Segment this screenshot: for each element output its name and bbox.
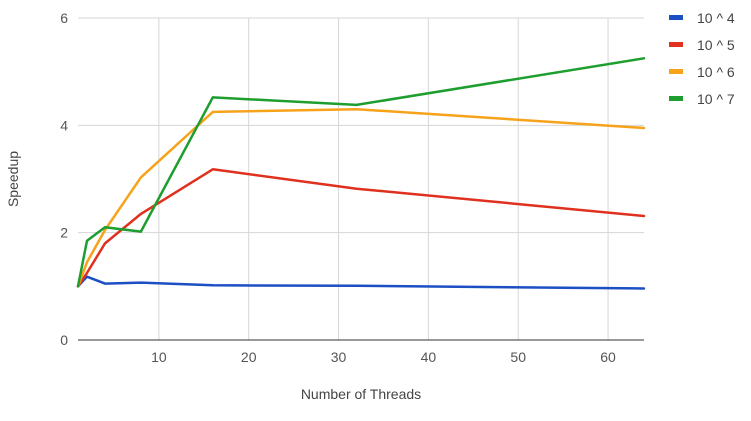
legend-swatch — [669, 42, 683, 47]
grid-layer — [78, 17, 644, 340]
x-tick-label: 20 — [241, 349, 257, 365]
legend-label: 10 ^ 4 — [697, 10, 735, 26]
y-tick-label: 6 — [60, 10, 68, 26]
y-tick-label: 2 — [60, 225, 68, 241]
x-axis-title: Number of Threads — [301, 386, 421, 402]
legend-label: 10 ^ 5 — [697, 37, 735, 53]
series-layer — [76, 57, 646, 290]
legend-swatch — [669, 15, 683, 20]
axis-layer: 0 2 4 6 10 20 30 40 50 60 — [60, 10, 644, 365]
series-line-4 — [76, 57, 646, 288]
legend-swatch — [669, 69, 683, 74]
series-line-1 — [76, 275, 646, 290]
x-tick-label: 10 — [151, 349, 167, 365]
legend-label: 10 ^ 7 — [697, 91, 735, 107]
legend: 10 ^ 4 10 ^ 5 10 ^ 6 10 ^ 7 — [669, 10, 735, 107]
y-tick-label: 0 — [60, 332, 68, 348]
legend-label: 10 ^ 6 — [697, 64, 735, 80]
y-tick-label: 4 — [60, 117, 68, 133]
series-line-3 — [76, 107, 646, 288]
legend-swatch — [669, 96, 683, 101]
x-tick-label: 30 — [331, 349, 347, 365]
series-line-2 — [76, 168, 646, 288]
x-tick-label: 60 — [600, 349, 616, 365]
y-axis-title: Speedup — [5, 151, 21, 207]
x-tick-label: 40 — [421, 349, 437, 365]
x-tick-label: 50 — [510, 349, 526, 365]
